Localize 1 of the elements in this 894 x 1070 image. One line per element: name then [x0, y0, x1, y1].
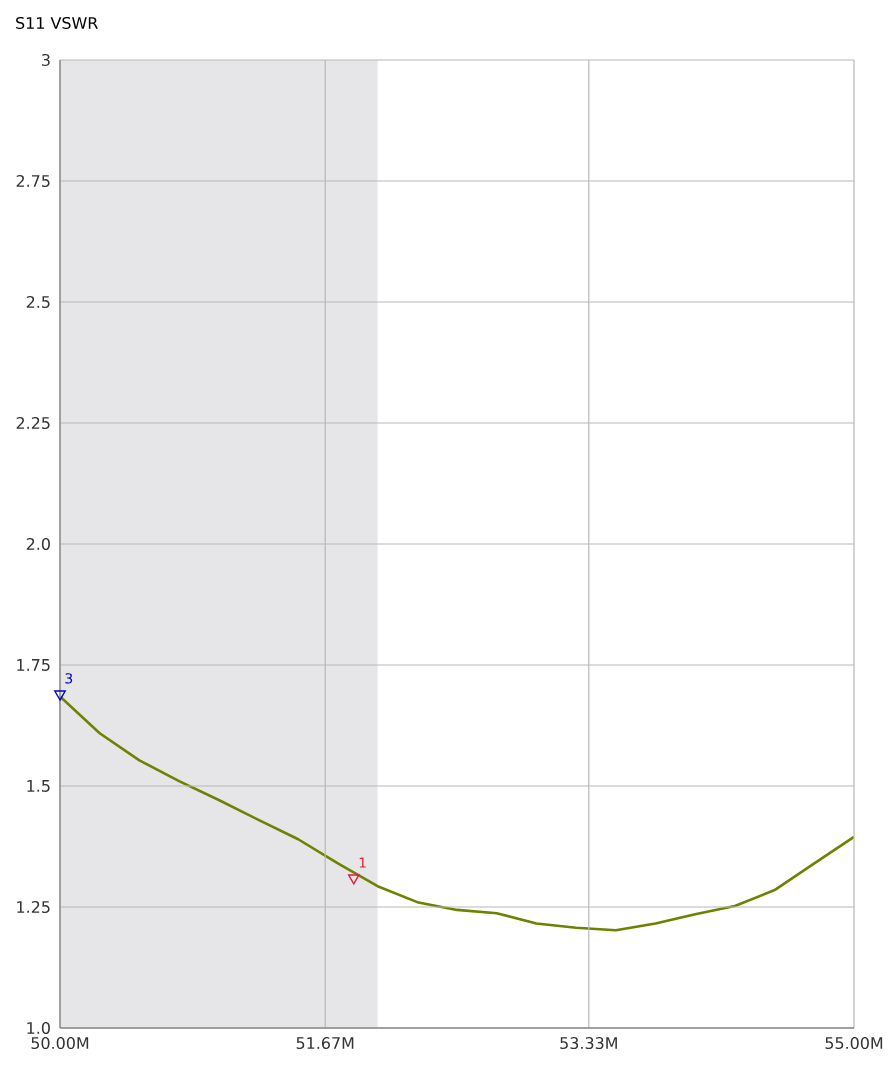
line-series [60, 695, 854, 932]
